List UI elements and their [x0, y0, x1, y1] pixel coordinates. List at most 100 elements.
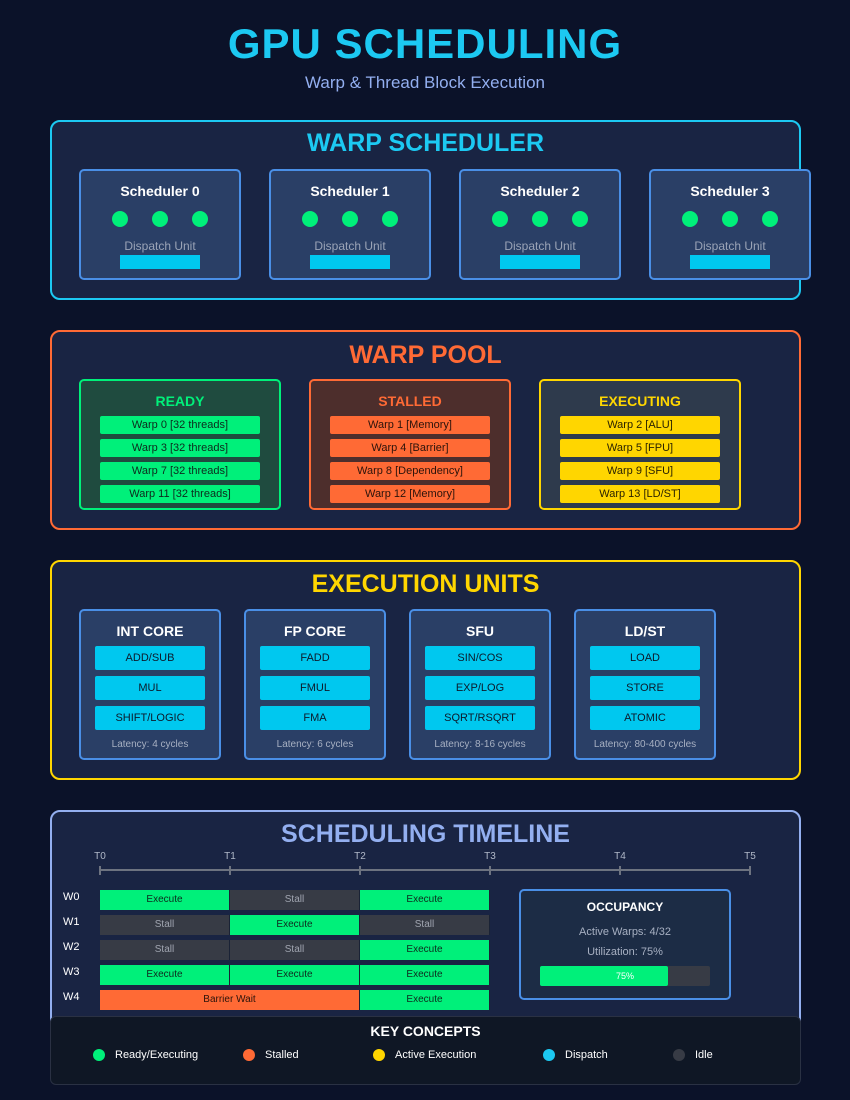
op-chip: MUL — [95, 676, 205, 700]
unit-sfu: SFU SIN/COS EXP/LOG SQRT/RSQRT Latency: … — [409, 609, 551, 760]
warp-slot-dot — [722, 211, 738, 227]
latency-label: Latency: 6 cycles — [276, 739, 354, 750]
warp-item: Warp 12 [Memory] — [330, 485, 490, 503]
legend-label: Active Execution — [395, 1049, 477, 1061]
utilization-bar-track: 75% — [540, 966, 710, 986]
op-chip: FADD — [260, 646, 370, 670]
warp-item: Warp 13 [LD/ST] — [560, 485, 720, 503]
unit-name: SFU — [466, 623, 494, 639]
page-title: GPU SCHEDULING — [227, 20, 623, 67]
dispatch-unit-label: Dispatch Unit — [694, 239, 766, 253]
timeline-tick-label: T2 — [354, 851, 366, 862]
warp-group-title: READY — [155, 393, 205, 409]
timeline-segment-stall: Stall — [230, 940, 360, 960]
unit-name: LD/ST — [624, 623, 666, 639]
warp-slot-dot — [342, 211, 358, 227]
legend-swatch — [93, 1049, 105, 1061]
timeline-tick — [99, 866, 101, 875]
legend-swatch — [543, 1049, 555, 1061]
warp-item: Warp 8 [Dependency] — [330, 462, 490, 480]
warp-item: Warp 3 [32 threads] — [100, 439, 260, 457]
warp-slot-dot — [192, 211, 208, 227]
timeline-tick — [619, 866, 621, 875]
dispatch-unit-bar — [500, 255, 580, 269]
op-chip: SIN/COS — [425, 646, 535, 670]
warp-pool-title: WARP POOL — [349, 341, 502, 369]
legend-swatch — [673, 1049, 685, 1061]
unit-fp-core: FP CORE FADD FMUL FMA Latency: 6 cycles — [244, 609, 386, 760]
scheduler-name: Scheduler 0 — [120, 183, 200, 199]
warp-group-stalled: STALLED Warp 1 [Memory] Warp 4 [Barrier]… — [309, 379, 511, 510]
latency-label: Latency: 80-400 cycles — [593, 739, 697, 750]
timeline-tick — [489, 866, 491, 875]
warp-slot-dot — [302, 211, 318, 227]
timeline-segment-stall: Stall — [100, 940, 230, 960]
warp-slot-dot — [532, 211, 548, 227]
latency-label: Latency: 4 cycles — [111, 739, 189, 750]
timeline-tick-label: T4 — [614, 851, 626, 862]
scheduler-name: Scheduler 2 — [500, 183, 580, 199]
warp-item: Warp 1 [Memory] — [330, 416, 490, 434]
unit-name: INT CORE — [116, 623, 184, 639]
timeline-segment-execute: Execute — [230, 915, 360, 935]
scheduler-name: Scheduler 1 — [310, 183, 390, 199]
warp-item: Warp 4 [Barrier] — [330, 439, 490, 457]
timeline-row-label: W3 — [63, 966, 80, 978]
timeline-segment-execute: Execute — [100, 890, 230, 910]
timeline-row-label: W0 — [63, 891, 80, 903]
timeline-row-label: W2 — [63, 941, 80, 953]
legend-label: Ready/Executing — [115, 1049, 199, 1061]
timeline-segment-execute: Execute — [100, 965, 230, 985]
timeline-segment-execute: Execute — [360, 940, 490, 960]
dispatch-unit-label: Dispatch Unit — [314, 239, 386, 253]
warp-slot-dot — [382, 211, 398, 227]
timeline-title: SCHEDULING TIMELINE — [281, 820, 570, 848]
op-chip: EXP/LOG — [425, 676, 535, 700]
timeline-segment-stall: Stall — [360, 915, 490, 935]
timeline-tick — [229, 866, 231, 875]
timeline-row-label: W4 — [63, 991, 80, 1003]
warp-group-title: EXECUTING — [599, 393, 681, 409]
timeline-segment-execute: Execute — [360, 890, 490, 910]
legend-label: Dispatch — [565, 1049, 608, 1061]
legend-swatch — [373, 1049, 385, 1061]
op-chip: FMA — [260, 706, 370, 730]
op-chip: SQRT/RSQRT — [425, 706, 535, 730]
unit-ldst: LD/ST LOAD STORE ATOMIC Latency: 80-400 … — [574, 609, 716, 760]
utilization-label: Utilization: 75% — [587, 946, 663, 958]
scheduler-name: Scheduler 3 — [690, 183, 770, 199]
key-concepts-title: KEY CONCEPTS — [370, 1023, 481, 1039]
dispatch-unit-bar — [120, 255, 200, 269]
warp-item: Warp 11 [32 threads] — [100, 485, 260, 503]
timeline-axis — [100, 869, 750, 871]
dispatch-unit-bar — [690, 255, 770, 269]
occupancy-card: OCCUPANCY Active Warps: 4/32 Utilization… — [519, 889, 731, 1000]
warp-group-ready: READY Warp 0 [32 threads] Warp 3 [32 thr… — [79, 379, 281, 510]
warp-slot-dot — [112, 211, 128, 227]
scheduler-0: Scheduler 0 Dispatch Unit — [79, 169, 241, 280]
timeline-tick-label: T5 — [744, 851, 756, 862]
timeline-segment-barrier: Barrier Wait — [100, 990, 360, 1010]
timeline-segment-stall: Stall — [100, 915, 230, 935]
timeline-tick — [359, 866, 361, 875]
op-chip: FMUL — [260, 676, 370, 700]
warp-item: Warp 2 [ALU] — [560, 416, 720, 434]
dispatch-unit-label: Dispatch Unit — [124, 239, 196, 253]
warp-item: Warp 7 [32 threads] — [100, 462, 260, 480]
utilization-bar-label: 75% — [615, 971, 634, 981]
op-chip: STORE — [590, 676, 700, 700]
scheduler-1: Scheduler 1 Dispatch Unit — [269, 169, 431, 280]
warp-slot-dot — [762, 211, 778, 227]
op-chip: ADD/SUB — [95, 646, 205, 670]
warp-item: Warp 0 [32 threads] — [100, 416, 260, 434]
warp-scheduler-title: WARP SCHEDULER — [306, 129, 545, 157]
legend-label: Idle — [695, 1049, 713, 1061]
timeline-tick-label: T3 — [484, 851, 496, 862]
occupancy-title: OCCUPANCY — [586, 900, 664, 914]
unit-int-core: INT CORE ADD/SUB MUL SHIFT/LOGIC Latency… — [79, 609, 221, 760]
op-chip: ATOMIC — [590, 706, 700, 730]
timeline-tick-label: T1 — [224, 851, 236, 862]
page-subtitle: Warp & Thread Block Execution — [304, 73, 545, 92]
timeline-segment-execute: Execute — [360, 990, 490, 1010]
timeline-segment-execute: Execute — [230, 965, 360, 985]
